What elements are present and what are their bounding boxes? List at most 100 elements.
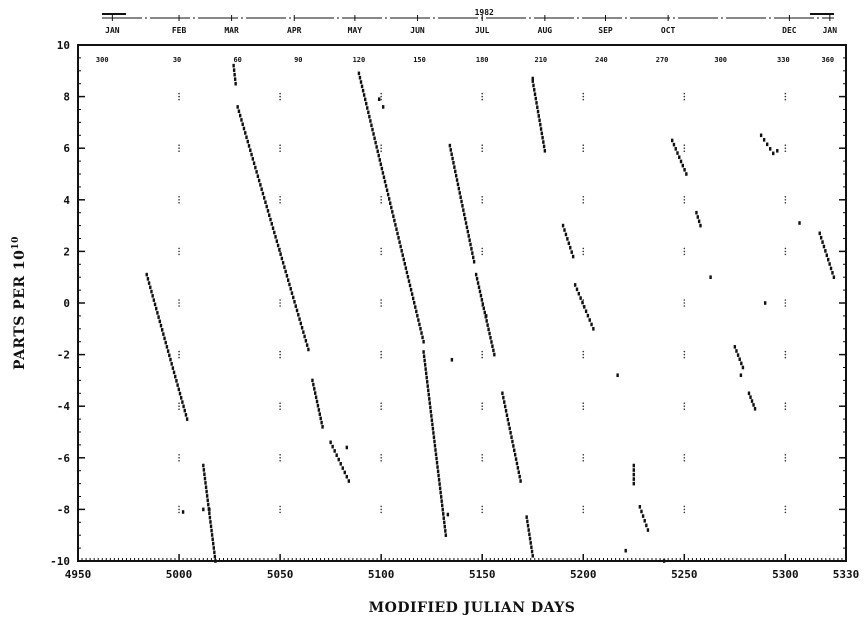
grid-dot	[380, 454, 382, 456]
grid-dot	[683, 144, 686, 146]
data-point	[460, 199, 463, 204]
grid-dot	[178, 299, 180, 301]
data-point	[331, 444, 334, 449]
grid-dot	[582, 508, 585, 511]
grid-dot	[279, 147, 281, 149]
grid-dot	[178, 508, 180, 511]
data-point	[202, 507, 205, 512]
grid-dot	[683, 250, 686, 253]
data-point	[259, 183, 262, 187]
grid-dot	[784, 202, 787, 204]
x-tick-label: 5330	[833, 568, 860, 581]
data-point	[313, 391, 317, 395]
data-point	[435, 456, 438, 461]
data-point	[393, 218, 396, 223]
data-point	[169, 357, 172, 362]
data-point	[160, 328, 164, 332]
data-point	[493, 352, 496, 357]
data-point	[448, 143, 452, 148]
data-point	[428, 401, 432, 405]
grid-dot	[279, 98, 281, 101]
data-point	[386, 192, 390, 197]
data-point	[171, 366, 175, 370]
data-point	[150, 289, 153, 294]
grid-dot	[784, 302, 787, 304]
data-point	[265, 204, 268, 209]
grid-dot	[481, 199, 484, 201]
data-point	[358, 75, 362, 80]
grid-dot	[380, 253, 382, 256]
grid-dot	[784, 405, 787, 408]
data-point	[542, 144, 546, 149]
data-point	[415, 309, 418, 314]
data-point	[255, 170, 258, 174]
data-point	[362, 93, 366, 97]
grid-dot	[683, 405, 686, 408]
data-point	[825, 253, 828, 258]
data-point	[512, 444, 515, 448]
data-point	[314, 395, 318, 400]
grid-dot	[481, 253, 484, 256]
data-point	[379, 162, 383, 167]
data-point	[822, 244, 826, 249]
grid-dot	[279, 508, 281, 511]
grid-dot	[178, 454, 180, 456]
data-point	[401, 253, 404, 257]
data-point	[234, 81, 237, 86]
data-point	[465, 225, 469, 230]
data-point	[442, 512, 445, 516]
data-point	[449, 148, 452, 152]
data-point	[172, 370, 176, 375]
data-point	[632, 477, 635, 481]
data-point	[425, 375, 428, 380]
grid-dot	[380, 302, 382, 304]
grid-dot	[683, 299, 686, 301]
data-point	[426, 380, 429, 384]
data-point	[381, 105, 385, 109]
data-point	[399, 244, 402, 249]
data-point	[184, 413, 188, 417]
data-point	[203, 472, 206, 477]
data-point	[436, 469, 440, 474]
y-axis-title-exponent: 10	[11, 236, 21, 250]
data-point	[250, 152, 253, 157]
grid-dot	[380, 305, 382, 307]
data-point	[480, 298, 484, 302]
data-point	[423, 358, 426, 363]
data-point	[645, 523, 648, 528]
grid-dot	[279, 460, 281, 462]
top-day-of-year-label: 360	[821, 56, 834, 64]
data-point	[525, 515, 528, 519]
data-point	[434, 448, 437, 452]
data-point	[438, 482, 441, 486]
data-point	[238, 113, 242, 118]
data-point	[286, 278, 290, 282]
data-point	[821, 240, 824, 244]
data-point	[162, 332, 165, 336]
data-point	[377, 153, 380, 158]
y-tick-label: -4	[57, 400, 71, 413]
data-point	[367, 110, 370, 115]
data-point	[396, 231, 399, 236]
grid-dot	[380, 147, 382, 149]
data-point	[735, 349, 738, 353]
grid-dot	[481, 95, 484, 98]
grid-dot	[178, 302, 180, 304]
grid-dot	[582, 454, 585, 456]
grid-dot	[481, 98, 484, 101]
grid-dot	[784, 199, 787, 201]
data-point	[202, 468, 206, 472]
data-point	[381, 171, 385, 175]
grid-dot	[784, 144, 787, 146]
data-point	[646, 528, 650, 532]
data-point	[155, 306, 158, 311]
x-tick-label: 5050	[267, 568, 294, 581]
grid-dot	[481, 505, 484, 508]
grid-dot	[380, 350, 382, 353]
data-point	[567, 241, 571, 246]
data-point	[681, 163, 684, 168]
data-point	[303, 334, 306, 339]
top-day-of-year-label: 300	[714, 56, 727, 64]
data-point	[256, 174, 260, 179]
grid-dot	[178, 150, 180, 152]
